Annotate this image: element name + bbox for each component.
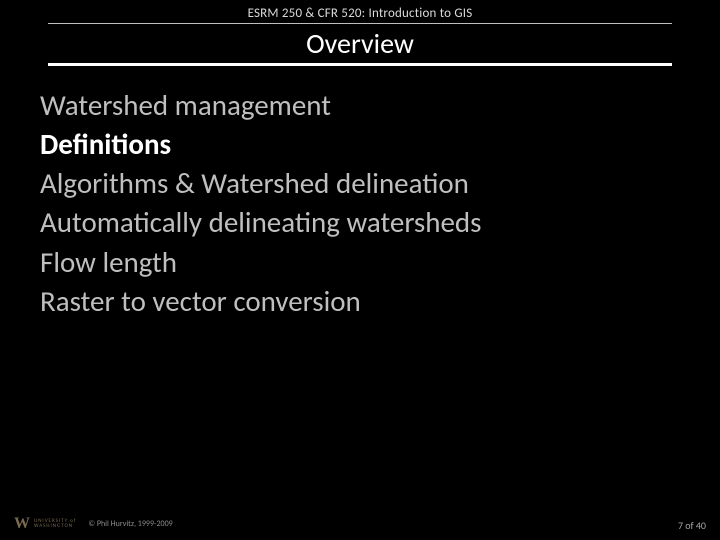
topic-item: Automatically delineating watersheds: [40, 203, 680, 242]
topic-item: Watershed management: [40, 86, 680, 125]
topic-list: Watershed management Definitions Algorit…: [40, 86, 680, 321]
uw-w-icon: W: [14, 516, 30, 532]
title-container: Overview: [48, 26, 672, 63]
topic-item: Algorithms & Watershed delineation: [40, 164, 680, 203]
title-underline: [48, 63, 672, 66]
topic-item-active: Definitions: [40, 125, 680, 164]
uw-logo: W UNIVERSITY of WASHINGTON: [14, 516, 76, 532]
topic-item: Flow length: [40, 243, 680, 282]
course-header: ESRM 250 & CFR 520: Introduction to GIS: [48, 0, 672, 24]
uw-wordmark: UNIVERSITY of WASHINGTON: [34, 519, 76, 530]
uw-line2: WASHINGTON: [34, 524, 76, 530]
footer: W UNIVERSITY of WASHINGTON © Phil Hurvit…: [0, 516, 720, 532]
topic-item: Raster to vector conversion: [40, 282, 680, 321]
page-number: 7 of 40: [678, 519, 706, 532]
copyright-text: © Phil Hurvitz, 1999-2009: [88, 519, 172, 529]
slide-title: Overview: [300, 26, 420, 63]
footer-left: W UNIVERSITY of WASHINGTON © Phil Hurvit…: [14, 516, 173, 532]
